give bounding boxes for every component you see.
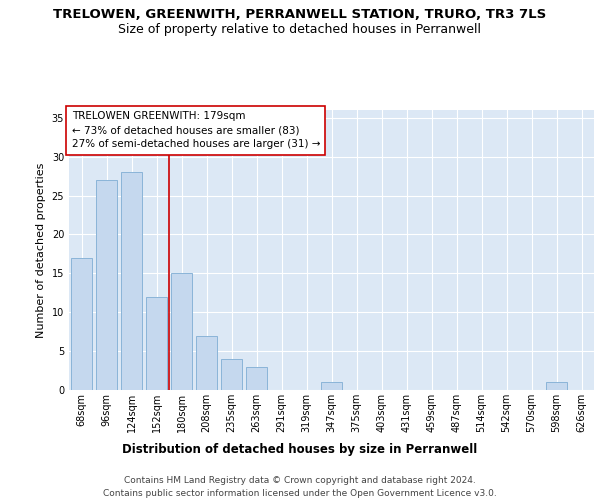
Text: Contains HM Land Registry data © Crown copyright and database right 2024.
Contai: Contains HM Land Registry data © Crown c… (103, 476, 497, 498)
Bar (196, 336, 217, 390)
Bar (321, 382, 342, 390)
Bar (546, 382, 567, 390)
Text: Distribution of detached houses by size in Perranwell: Distribution of detached houses by size … (122, 442, 478, 456)
Bar (171, 274, 192, 390)
Text: TRELOWEN GREENWITH: 179sqm
← 73% of detached houses are smaller (83)
27% of semi: TRELOWEN GREENWITH: 179sqm ← 73% of deta… (71, 112, 320, 150)
Bar (121, 172, 142, 390)
Bar (71, 258, 92, 390)
Text: Size of property relative to detached houses in Perranwell: Size of property relative to detached ho… (119, 22, 482, 36)
Y-axis label: Number of detached properties: Number of detached properties (36, 162, 46, 338)
Bar (146, 296, 167, 390)
Text: TRELOWEN, GREENWITH, PERRANWELL STATION, TRURO, TR3 7LS: TRELOWEN, GREENWITH, PERRANWELL STATION,… (53, 8, 547, 20)
Bar (246, 366, 267, 390)
Bar (96, 180, 117, 390)
Bar (221, 359, 242, 390)
